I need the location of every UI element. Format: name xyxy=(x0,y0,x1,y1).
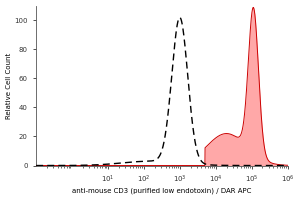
X-axis label: anti-mouse CD3 (purified low endotoxin) / DAR APC: anti-mouse CD3 (purified low endotoxin) … xyxy=(72,188,251,194)
Y-axis label: Relative Cell Count: Relative Cell Count xyxy=(6,52,12,119)
